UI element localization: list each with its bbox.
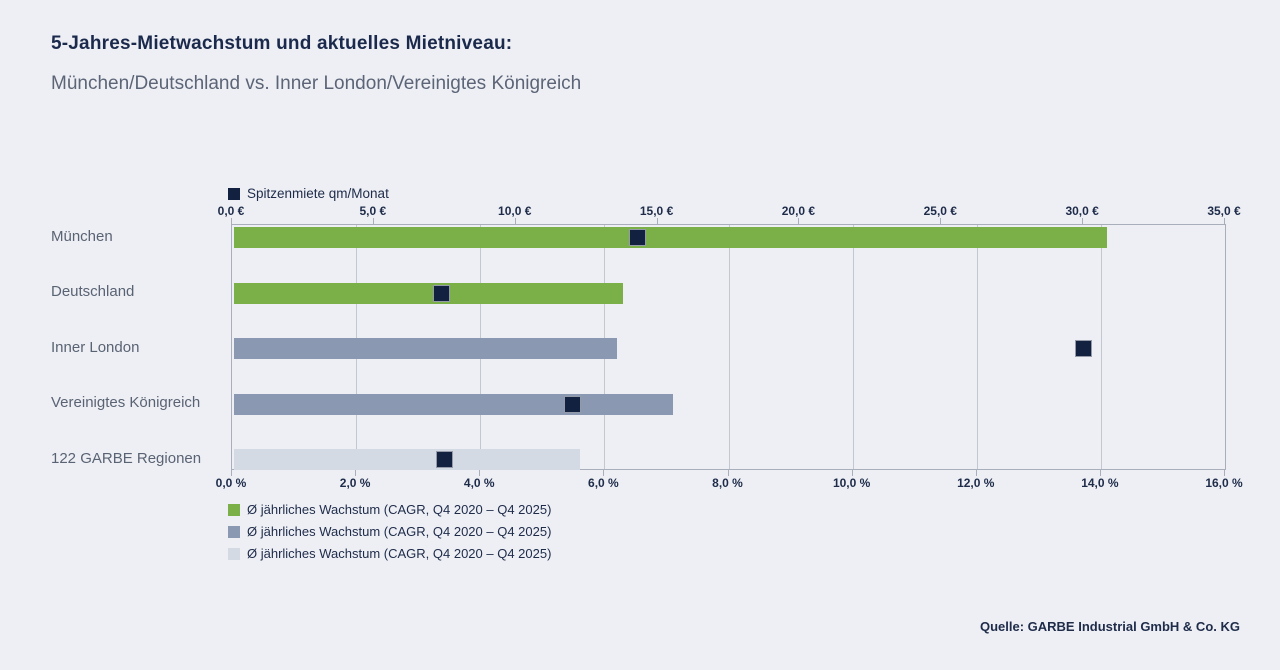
top-axis-tick [1224,218,1225,224]
bottom-axis-tick-label: 12,0 % [957,476,995,490]
category-label: Inner London [51,338,140,356]
spitzenmiete-marker [433,284,451,302]
bottom-axis-tick [975,470,977,476]
top-axis-tick [1082,218,1084,224]
page-subtitle: München/Deutschland vs. Inner London/Ver… [51,73,582,94]
legend-item: Ø jährliches Wachstum (CAGR, Q4 2020 – Q… [228,524,551,539]
legend-color-square-icon [228,503,240,516]
top-axis-tick-label: 20,0 € [781,204,816,218]
category-label: 122 GARBE Regionen [51,449,202,467]
top-axis-tick-label: 35,0 € [1207,204,1241,218]
top-axis-tick-label: 15,0 € [639,204,674,218]
top-axis-tick [372,218,374,224]
bottom-axis-tick-label: 8,0 % [712,476,743,490]
bottom-axis-tick [1224,470,1225,476]
top-axis-tick [514,218,516,224]
spitzenmiete-marker [563,395,581,413]
top-legend: Spitzenmiete qm/Monat [228,186,389,201]
bottom-axis-tick-label: 4,0 % [463,476,495,490]
bottom-axis-tick-label: 10,0 % [832,476,871,490]
growth-bar [234,449,580,470]
bottom-axis-tick-label: 6,0 % [588,476,619,490]
category-label: München [51,227,113,245]
growth-bar [234,338,617,359]
gridline [976,225,978,469]
bottom-legend: Ø jährliches Wachstum (CAGR, Q4 2020 – Q… [228,502,551,561]
category-label: Vereinigtes Königreich [51,394,201,411]
top-axis-tick [940,218,942,224]
bottom-axis-tick-label: 2,0 % [339,476,371,490]
top-axis-tick-label: 30,0 € [1065,204,1099,218]
top-axis-tick-label: 10,0 € [498,204,532,218]
legend-item: Ø jährliches Wachstum (CAGR, Q4 2020 – Q… [228,546,551,561]
gridline [728,225,730,469]
growth-bar [234,393,673,415]
legend-item-label: Ø jährliches Wachstum (CAGR, Q4 2020 – Q… [247,524,552,539]
top-axis-tick-label: 25,0 € [923,204,957,218]
bottom-axis-tick [851,470,853,476]
legend-item-label: Ø jährliches Wachstum (CAGR, Q4 2020 – Q… [247,502,552,517]
spitzenmiete-marker [629,229,647,246]
plot-area [231,224,1226,470]
top-axis-tick [656,218,658,224]
source-note: Quelle: GARBE Industrial GmbH & Co. KG [979,619,1240,634]
top-axis-tick [798,218,800,224]
page-title: 5-Jahres-Mietwachstum und aktuelles Miet… [51,33,513,54]
bottom-axis-tick [1099,470,1101,476]
bottom-axis-tick-label: 14,0 % [1081,476,1119,490]
bottom-axis-tick [479,470,481,476]
legend-color-square-icon [228,547,240,560]
top-axis-tick-label: 0,0 € [217,204,245,218]
growth-bar [234,282,623,304]
growth-bar [234,227,1108,248]
bottom-axis-tick [355,470,357,476]
legend-item-label: Ø jährliches Wachstum (CAGR, Q4 2020 – Q… [247,546,552,561]
legend-item: Ø jährliches Wachstum (CAGR, Q4 2020 – Q… [228,502,551,517]
bottom-axis-tick [727,470,729,476]
spitzenmiete-marker [436,451,454,468]
gridline [1100,225,1102,469]
spitzenmiete-square-icon [228,187,240,200]
top-axis-tick-label: 5,0 € [359,204,387,218]
bottom-axis-tick-label: 16,0 % [1205,476,1243,490]
category-label: Deutschland [51,283,135,300]
top-axis-tick [231,218,232,224]
spitzenmiete-marker [1074,340,1092,357]
legend-color-square-icon [228,525,240,538]
gridline [852,225,854,469]
bottom-axis-tick [231,470,232,476]
top-legend-label: Spitzenmiete qm/Monat [247,186,389,201]
bottom-axis-tick [603,470,605,476]
bottom-axis-tick-label: 0,0 % [215,476,247,490]
